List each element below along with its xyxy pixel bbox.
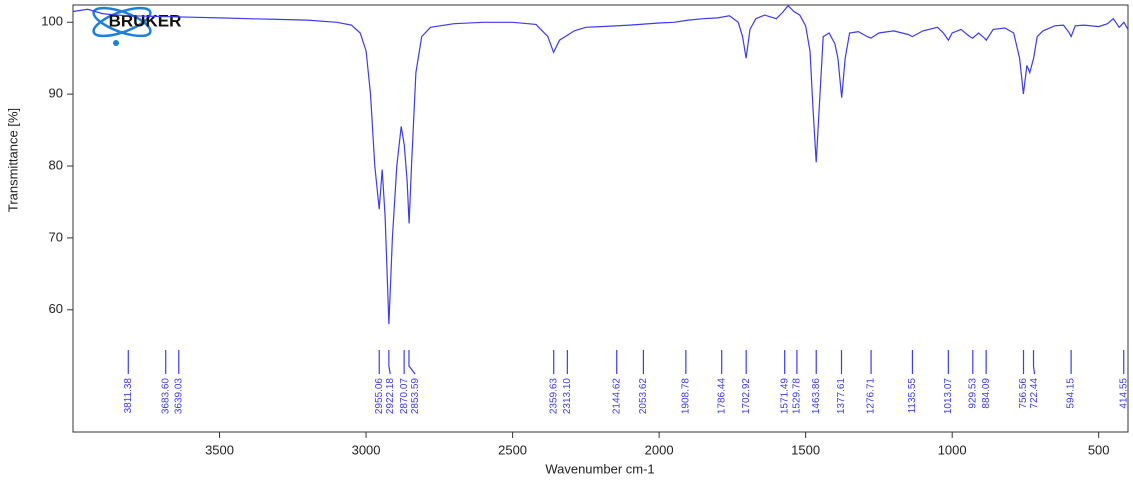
peak-label: 884.09 (981, 378, 992, 409)
peak-label: 2955.06 (374, 378, 385, 415)
peak-label: 1529.78 (792, 378, 803, 415)
x-tick-label: 1000 (938, 442, 967, 457)
y-axis-label: Transmittance [%] (5, 108, 20, 212)
x-tick-label: 3000 (352, 442, 381, 457)
x-tick-label: 500 (1088, 442, 1110, 457)
logo-text: BRUKER (109, 11, 182, 30)
peak-label: 3639.03 (173, 378, 184, 415)
x-tick-label: 2000 (645, 442, 674, 457)
spectrum-line (72, 4, 1129, 325)
peak-label: 1908.78 (680, 378, 691, 415)
peak-marker (408, 350, 416, 375)
y-tick-label: 60 (49, 301, 63, 316)
y-tick-label: 80 (49, 157, 63, 172)
peak-label: 2144.62 (611, 378, 622, 415)
peak-marker (1032, 350, 1036, 375)
peak-label: 1571.49 (779, 378, 790, 415)
peak-label: 414.55 (1118, 378, 1129, 409)
peak-label: 2313.10 (562, 378, 573, 415)
y-tick-label: 70 (49, 229, 63, 244)
peak-marker (388, 350, 391, 375)
x-tick-label: 1500 (791, 442, 820, 457)
peak-label: 2053.62 (638, 378, 649, 415)
x-axis-label: Wavenumber cm-1 (545, 461, 654, 476)
peak-label: 1377.61 (836, 378, 847, 415)
x-tick-label: 3500 (205, 442, 234, 457)
peak-label: 1702.92 (741, 378, 752, 415)
peak-label: 3811.38 (123, 378, 134, 414)
peak-label: 1276.71 (866, 378, 877, 415)
peak-label: 1013.07 (943, 378, 954, 415)
peak-label: 2853.59 (410, 378, 421, 415)
peak-label: 2922.18 (385, 378, 396, 415)
peak-label: 722.44 (1029, 378, 1040, 409)
peak-label: 2359.63 (548, 378, 559, 415)
peak-label: 1786.44 (716, 378, 727, 415)
peak-label: 1463.86 (811, 378, 822, 415)
plot-frame (72, 4, 1129, 433)
peak-label: 929.53 (967, 378, 978, 409)
x-tick-label: 2500 (498, 442, 527, 457)
logo: BRUKER (92, 6, 182, 46)
peak-label: 594.15 (1066, 378, 1077, 409)
y-tick-label: 100 (41, 14, 63, 29)
y-tick-label: 90 (49, 86, 63, 101)
peak-label: 3683.60 (160, 378, 171, 415)
peak-label: 2870.07 (399, 378, 410, 415)
peak-label: 756.56 (1018, 378, 1029, 409)
peak-label: 1135.55 (907, 378, 918, 414)
